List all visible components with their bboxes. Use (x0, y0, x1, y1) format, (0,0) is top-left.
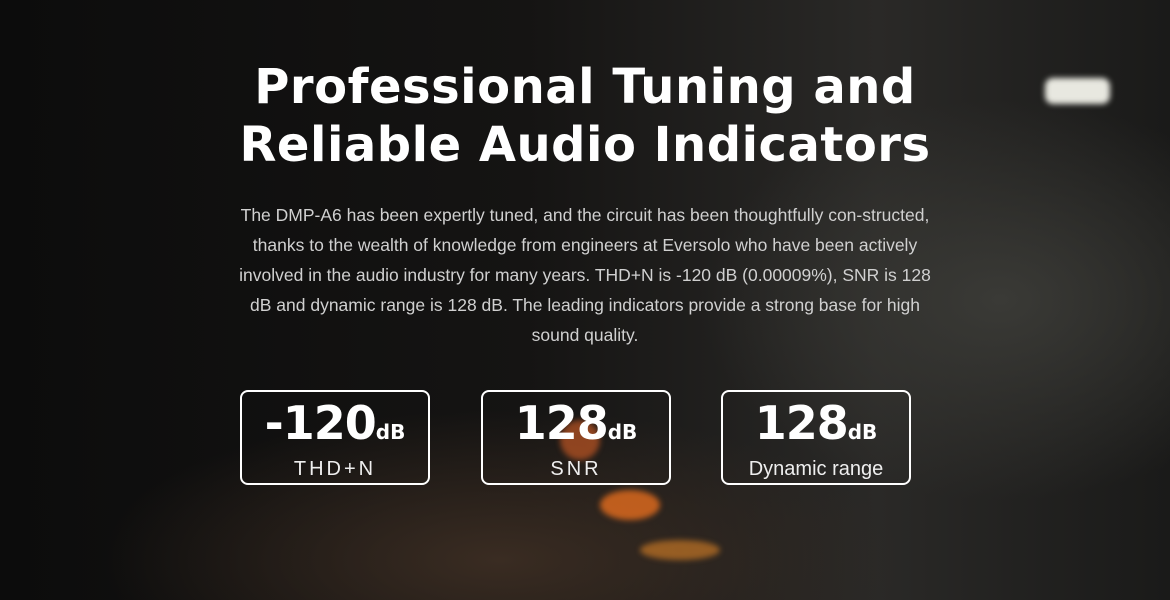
indicator-thd-n: -120dB THD+N (240, 390, 430, 485)
page-title: Professional Tuning and Reliable Audio I… (239, 59, 931, 173)
background-light (640, 540, 720, 560)
background-light (1045, 78, 1110, 104)
description: The DMP-A6 has been expertly tuned, and … (239, 205, 931, 345)
indicator-snr: 128dB SNR (481, 390, 671, 485)
background-light (600, 490, 660, 520)
background-light (560, 420, 600, 460)
indicator-dynamic-range: 128dB Dynamic range (721, 390, 911, 485)
